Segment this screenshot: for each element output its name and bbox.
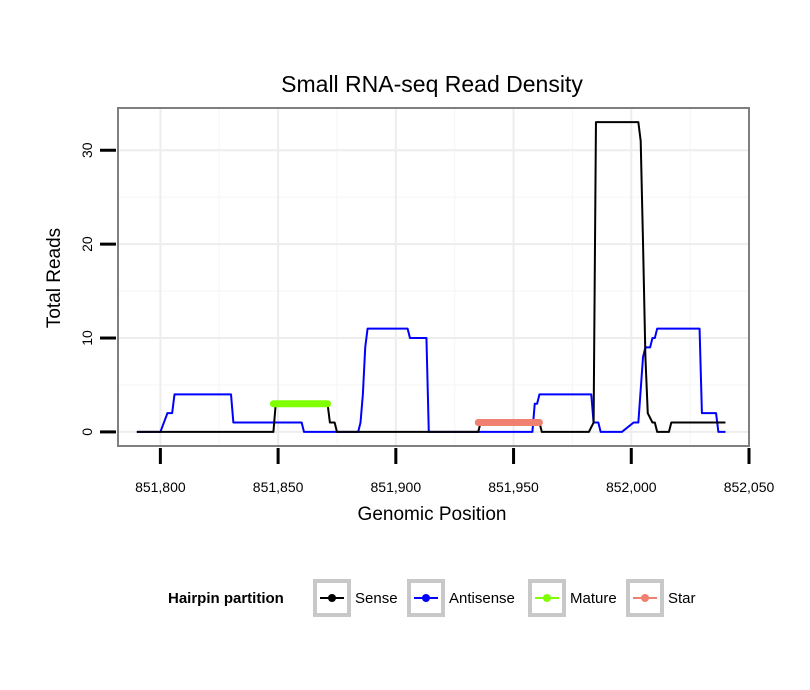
x-tick-label: 851,800 <box>135 479 186 495</box>
y-tick-label: 0 <box>79 428 95 436</box>
legend: Hairpin partition Sense Antisense Mature St… <box>168 579 696 617</box>
x-tick-label: 852,050 <box>724 479 775 495</box>
chart-title: Small RNA-seq Read Density <box>281 71 583 97</box>
legend-label-star: Star <box>668 590 696 607</box>
legend-key-point-antisense <box>422 594 430 602</box>
legend-label-antisense: Antisense <box>449 590 515 607</box>
x-axis-title: Genomic Position <box>358 504 507 525</box>
y-axis-title: Total Reads <box>44 228 65 328</box>
y-tick-label: 30 <box>79 142 95 158</box>
legend-key-point-star <box>641 594 649 602</box>
legend-key-point-sense <box>328 594 336 602</box>
legend-title: Hairpin partition <box>168 590 284 607</box>
plot-border <box>117 107 750 447</box>
x-tick-label: 851,950 <box>488 479 539 495</box>
y-tick-label: 20 <box>79 236 95 252</box>
x-tick-label: 851,900 <box>371 479 422 495</box>
series-layer <box>117 107 750 447</box>
x-tick-label: 851,850 <box>253 479 304 495</box>
legend-label-mature: Mature <box>570 590 617 607</box>
y-tick-label: 10 <box>79 330 95 346</box>
series-line-sense <box>136 121 726 433</box>
legend-key-point-mature <box>543 594 551 602</box>
axes: 851,800 851,850 851,900 851,950 852,000 852,0… <box>79 142 775 495</box>
x-tick-label: 852,000 <box>606 479 657 495</box>
legend-label-sense: Sense <box>355 590 398 607</box>
